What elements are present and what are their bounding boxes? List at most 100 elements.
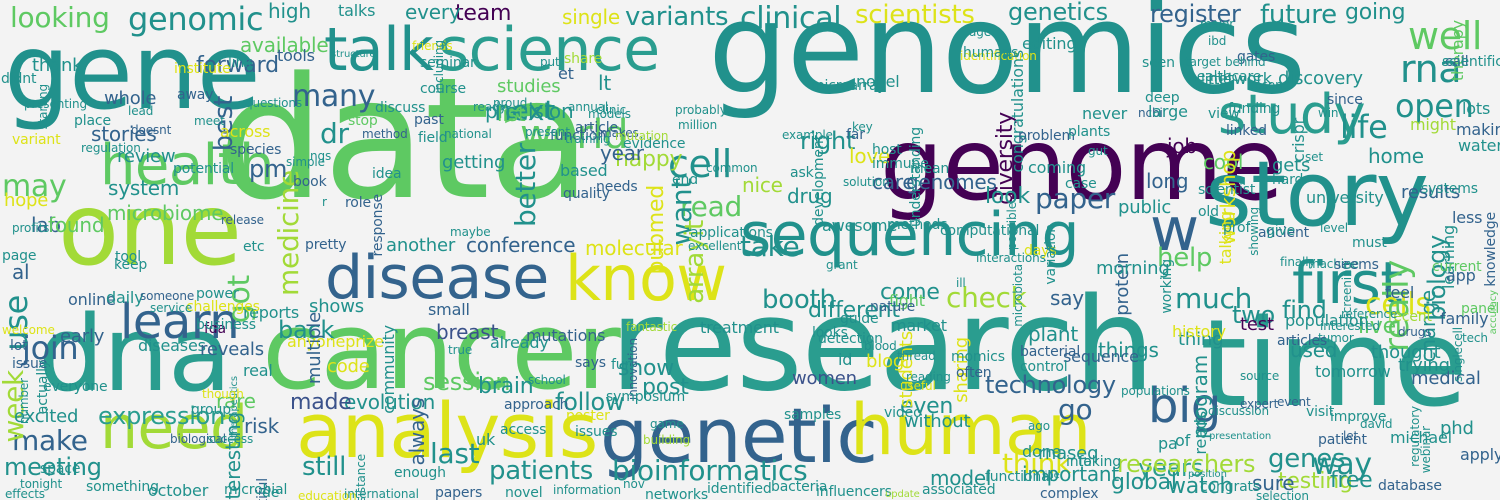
word-discussion: discussion — [1208, 404, 1269, 418]
word-dr: dr — [320, 117, 349, 150]
word-keep: keep — [114, 257, 148, 273]
word-identification: identification — [960, 49, 1037, 63]
word-small: small — [428, 300, 470, 319]
word-show: show — [618, 356, 674, 381]
word-method: method — [362, 127, 408, 141]
word-expression: expression — [98, 402, 226, 430]
word-little: little — [1201, 72, 1232, 88]
word-nobel: nobel — [856, 72, 900, 91]
word-post: post — [642, 375, 689, 400]
word-deep: deep — [1145, 90, 1180, 106]
word-therapy: therapy — [1448, 20, 1467, 82]
word-home: home — [1368, 144, 1424, 168]
word-blog: blog — [866, 351, 905, 372]
word-coming: coming — [1028, 158, 1086, 177]
word-ill: ill — [956, 276, 966, 290]
word-without: without — [904, 411, 971, 432]
word-clinical: clinical — [740, 1, 842, 36]
word-microbiome: microbiome — [107, 201, 224, 225]
word-field: field — [418, 130, 448, 146]
word-article: article — [575, 120, 618, 136]
word-patient: patient — [1318, 432, 1367, 448]
word-microbiota: microbiota — [1011, 264, 1025, 327]
word-science: science — [438, 15, 660, 85]
word-help: help — [1157, 243, 1213, 273]
word-code: code — [327, 356, 370, 377]
word-level: level — [1320, 221, 1348, 235]
word-single: single — [562, 5, 621, 29]
word-variation: variation — [1043, 224, 1059, 285]
word-stop: stop — [348, 113, 378, 129]
word-networks: networks — [645, 487, 709, 500]
word-seminar: seminar — [420, 55, 476, 71]
word-sure: sure — [1252, 471, 1295, 495]
word-october: october — [148, 481, 209, 500]
word-need: need — [100, 393, 248, 463]
word-building: building — [643, 433, 691, 447]
word-days: days — [1024, 243, 1057, 259]
word-less: less — [1452, 208, 1483, 227]
word-michael: michael — [1390, 428, 1452, 447]
word-research: research — [610, 271, 1155, 420]
word-thought: thought — [1371, 342, 1441, 363]
word-presenting: presenting — [24, 97, 87, 111]
word-service: service — [150, 301, 193, 315]
word-looks: looks — [812, 325, 848, 341]
word-list: list — [497, 102, 526, 126]
word-things: things — [1098, 338, 1159, 362]
word-taking: taking — [1078, 454, 1121, 470]
word-big: big — [1148, 378, 1221, 434]
word-million: million — [678, 118, 718, 132]
word-microarray: microarray — [811, 78, 886, 94]
word-line: line — [1042, 470, 1060, 481]
word-cool: cool — [1203, 150, 1244, 174]
word-tools: tools — [277, 46, 315, 65]
word-check: check — [946, 281, 1027, 314]
word-group: group — [191, 402, 231, 418]
word-key: key — [852, 120, 873, 134]
word-video: video — [884, 405, 922, 421]
word-two: two — [1232, 301, 1276, 329]
word-end: end — [672, 172, 698, 188]
word-team: team — [455, 1, 512, 26]
word-novel: novel — [505, 485, 543, 500]
word-gates: gates — [1237, 49, 1276, 65]
word-evidence: evidence — [623, 136, 686, 152]
word-one: one — [58, 171, 242, 288]
word-register: register — [1150, 0, 1241, 28]
word-problem: problem — [1018, 128, 1075, 144]
word-ncbi: ncbi — [1138, 106, 1163, 120]
word-education: education — [298, 489, 357, 500]
word-family: family — [1440, 309, 1489, 328]
word-stories: stories — [91, 122, 157, 146]
word-number: number — [17, 378, 31, 425]
word-paper: paper — [1035, 182, 1116, 215]
word-mean: mean — [910, 161, 950, 177]
word-ancient: ancient — [1258, 225, 1310, 241]
word-review: review — [117, 146, 176, 167]
word-made: made — [290, 390, 352, 415]
word-reading: reading — [906, 370, 951, 384]
word-already: already — [490, 333, 549, 352]
word-used: used — [1290, 338, 1338, 362]
word-panel: panel — [1461, 301, 1500, 317]
word-dna: dna — [38, 293, 232, 415]
word-scientific: scientific — [1442, 54, 1500, 70]
word-shows: shows — [309, 296, 364, 317]
word-knowledge: knowledge — [1483, 212, 1499, 287]
word-view: view — [1208, 106, 1240, 122]
word-editing: editing — [1022, 34, 1077, 53]
word-course: course — [420, 81, 466, 97]
word-machine: machine — [1308, 257, 1359, 271]
word-history: history — [1172, 322, 1226, 341]
word-institute: institute — [174, 61, 231, 77]
word-approach: approach — [504, 397, 569, 413]
word-didnt: didnt — [1, 71, 37, 87]
word-scientists: scientists — [855, 0, 975, 30]
word-applications: applications — [690, 225, 773, 241]
word-find: find — [1282, 296, 1327, 324]
word-tech: tech — [1462, 331, 1488, 345]
word-population: population — [1285, 311, 1369, 330]
word-lt: lt — [598, 71, 611, 95]
word-found: found — [48, 213, 105, 237]
